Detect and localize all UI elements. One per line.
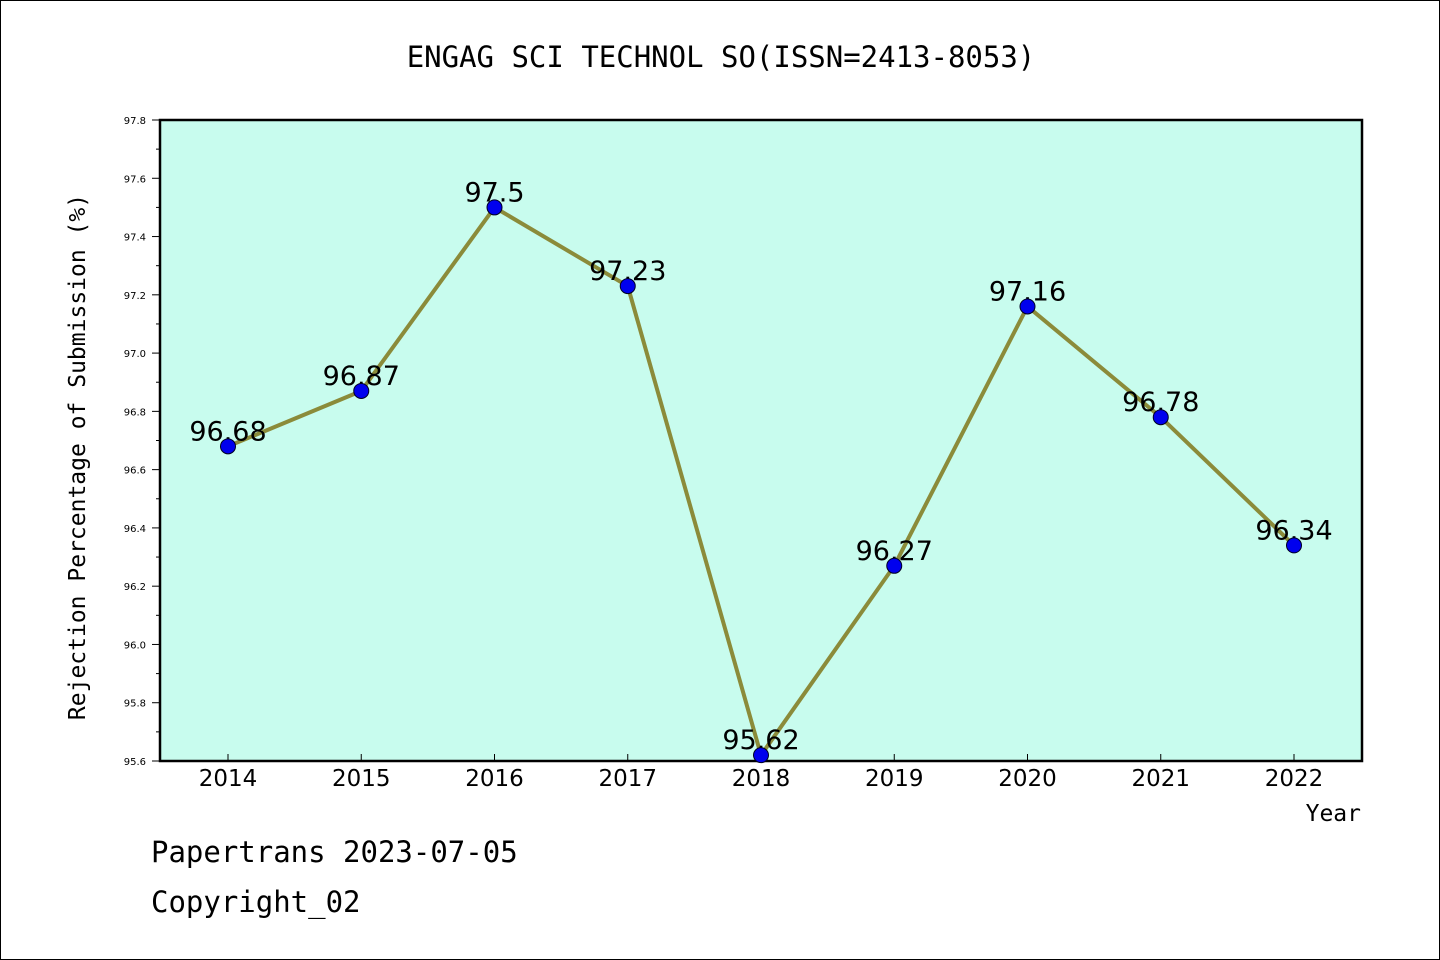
y-tick-label: 96.6 xyxy=(124,466,146,477)
x-tick-label: 2014 xyxy=(199,766,258,792)
y-tick-label: 96.8 xyxy=(124,407,146,418)
x-tick-label: 2015 xyxy=(332,766,391,792)
y-axis-title: Rejection Percentage of Submission (%) xyxy=(65,194,91,720)
x-tick-label: 2019 xyxy=(865,766,924,792)
data-point xyxy=(220,438,236,455)
x-tick-label: 2016 xyxy=(465,766,524,792)
data-point xyxy=(1152,409,1169,426)
y-tick-label: 97.6 xyxy=(124,174,146,185)
y-tick-label: 96.2 xyxy=(124,582,146,593)
y-tick-label: 95.6 xyxy=(124,757,146,768)
y-tick-label: 95.8 xyxy=(124,699,146,710)
chart-title: ENGAG SCI TECHNOL SO(ISSN=2413-8053) xyxy=(407,40,1036,74)
x-tick-label: 2017 xyxy=(598,766,657,792)
series-layer: 96.6896.8797.597.2395.6296.2797.1696.789… xyxy=(189,177,1333,764)
footer-date: Papertrans 2023-07-05 xyxy=(151,835,518,869)
data-point xyxy=(1286,537,1302,554)
data-point xyxy=(753,747,769,764)
data-point xyxy=(486,199,503,216)
x-tick-label: 2020 xyxy=(998,766,1057,792)
x-axis: 2014 2015 2016 2017 2018 2019 2020 2021 2022 xyxy=(199,754,1324,792)
y-tick-label: 96.4 xyxy=(124,524,146,535)
y-axis: 95.6 95.8 96.0 96.2 96.4 96.6 96.8 97.0 97.2 97.4… xyxy=(124,116,160,768)
footer-copyright: Copyright_02 xyxy=(151,885,361,919)
y-tick-label: 97.2 xyxy=(124,291,146,302)
x-tick-label: 2018 xyxy=(732,766,791,792)
data-point xyxy=(353,382,370,399)
x-axis-title: Year xyxy=(1306,801,1361,827)
data-point xyxy=(1019,298,1036,315)
y-tick-label: 97.0 xyxy=(124,349,146,360)
data-point xyxy=(886,557,903,574)
y-tick-label: 96.0 xyxy=(124,640,146,651)
y-tick-label: 97.4 xyxy=(124,233,146,244)
plot-area xyxy=(158,118,1364,763)
data-point xyxy=(619,278,636,295)
x-tick-label: 2021 xyxy=(1131,766,1190,792)
x-tick-label: 2022 xyxy=(1265,766,1324,792)
y-tick-label: 97.8 xyxy=(124,116,146,127)
